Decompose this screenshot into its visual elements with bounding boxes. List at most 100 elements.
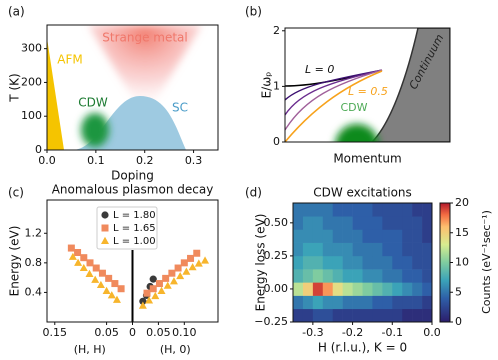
heatmap-cell <box>382 203 393 217</box>
heatmap-cell <box>372 242 383 257</box>
marker <box>96 280 105 289</box>
heatmap-cell <box>382 308 393 323</box>
marker <box>92 264 100 272</box>
marker <box>163 281 172 289</box>
y-axis-label: T (K) <box>8 73 22 102</box>
heatmap-cell <box>352 282 363 296</box>
annotation: SC <box>172 101 188 115</box>
heatmap-cell <box>422 255 433 270</box>
heatmap-cell <box>302 295 314 310</box>
heatmap-cell <box>302 229 314 243</box>
x-tick-label: 0.15 <box>43 326 68 339</box>
heatmap-cell <box>372 282 383 296</box>
panel-label: (c) <box>8 186 24 200</box>
dispersion-curve <box>285 69 383 131</box>
annotation: CDW <box>78 96 108 110</box>
marker <box>74 258 83 266</box>
heatmap-cell <box>322 216 334 230</box>
heatmap-cell <box>322 203 334 217</box>
continuum-region <box>370 28 450 142</box>
x-tick-label: 0.1 <box>87 154 105 167</box>
heatmap-cell <box>352 295 363 310</box>
heatmap-cell <box>332 229 343 243</box>
heatmap-cell <box>342 282 353 296</box>
panel-title: Anomalous plasmon decay <box>52 183 214 197</box>
heatmap-cell <box>293 242 304 257</box>
heatmap-cell <box>293 295 304 310</box>
heatmap-cell <box>402 229 413 243</box>
marker <box>193 249 201 257</box>
x-axis-label: Momentum <box>333 152 401 166</box>
heatmap-cell <box>342 203 353 217</box>
heatmap-cell <box>352 203 363 217</box>
colorbar-tick-label: 20 <box>455 196 469 209</box>
panel-title: CDW excitations <box>313 186 412 200</box>
marker <box>188 263 197 271</box>
heatmap-cell <box>422 308 433 323</box>
y-tick-label: 0.50 <box>264 216 289 229</box>
heatmap-cell <box>293 255 304 270</box>
heatmap-cell <box>312 282 324 296</box>
marker <box>101 236 109 244</box>
marker <box>105 274 113 282</box>
heatmap-cell <box>392 295 403 310</box>
x-tick-label: 0.05 <box>94 326 119 339</box>
marker <box>143 289 151 297</box>
strange-metal-region <box>88 25 202 118</box>
annotation: L = 0 <box>305 63 334 76</box>
heatmap-cell <box>332 282 343 296</box>
heatmap-cell <box>392 308 403 323</box>
heatmap-cell <box>372 229 383 243</box>
heatmap-cell <box>293 216 304 230</box>
marker <box>187 254 195 262</box>
cdw-region <box>81 113 109 147</box>
heatmap-cell <box>362 295 373 310</box>
heatmap-cell <box>402 269 413 283</box>
heatmap-cell <box>402 216 413 230</box>
heatmap-cell <box>402 203 413 217</box>
marker <box>149 285 157 293</box>
y-tick-label: 1.2 <box>25 226 43 239</box>
marker <box>102 286 111 294</box>
marker <box>151 291 160 300</box>
marker <box>101 224 109 232</box>
heatmap-cell <box>422 242 433 257</box>
marker <box>68 252 77 260</box>
heatmap-cell <box>362 282 373 296</box>
marker <box>91 275 100 283</box>
marker <box>180 259 188 267</box>
y-tick-label: 0 <box>273 135 280 148</box>
heatmap-cell <box>362 203 373 217</box>
heatmap-cell <box>372 255 383 270</box>
y-tick-label: 200 <box>21 75 42 88</box>
heatmap-cell <box>362 255 373 270</box>
x-tick-label: -0.1 <box>382 326 403 339</box>
y-axis-label: Energy loss (eV) <box>254 214 268 312</box>
heatmap-cell <box>312 216 324 230</box>
heatmap-cell <box>332 216 343 230</box>
marker <box>194 259 203 267</box>
heatmap-cell <box>382 229 393 243</box>
heatmap-cell <box>302 216 314 230</box>
heatmap-cell <box>342 269 353 283</box>
heatmap-cell <box>332 308 343 323</box>
heatmap-cell <box>312 308 324 323</box>
heatmap-cell <box>412 282 423 296</box>
heatmap-cell <box>402 255 413 270</box>
heatmap-cell <box>302 203 314 217</box>
heatmap-cell <box>422 269 433 283</box>
heatmap-cell <box>352 242 363 257</box>
axes-frame <box>292 202 433 323</box>
dispersion-shapes <box>285 28 450 142</box>
heatmap-cell <box>352 308 363 323</box>
heatmap-cell <box>412 242 423 257</box>
y-axis-label: Energy (eV) <box>8 226 22 297</box>
marker <box>80 254 88 262</box>
y-tick-label: 2 <box>273 24 280 37</box>
marker <box>145 296 154 304</box>
heatmap-cell <box>422 295 433 310</box>
x-tick-label: 0.10 <box>172 326 197 339</box>
colorbar-label: Counts (eV⁻¹sec⁻¹) <box>480 210 493 314</box>
heatmap-cell <box>342 308 353 323</box>
